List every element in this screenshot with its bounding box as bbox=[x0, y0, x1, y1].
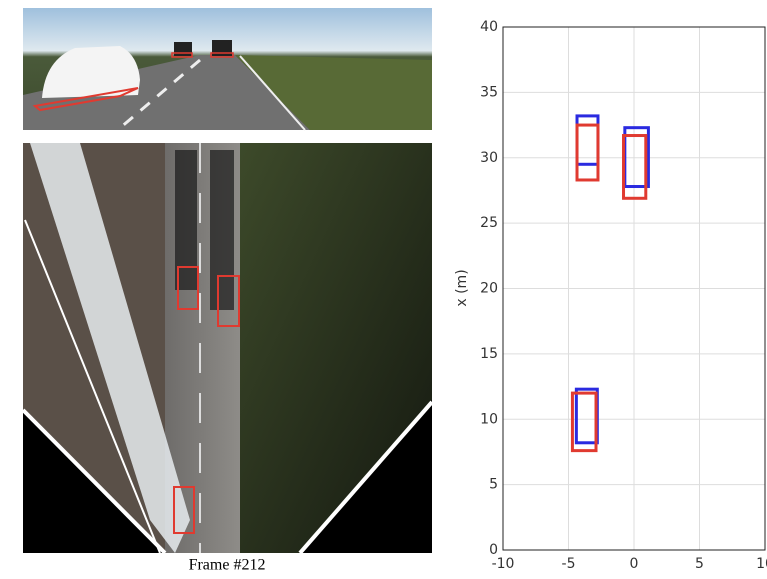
y-tick-label: 10 bbox=[480, 411, 498, 427]
x-tick-label: 10 bbox=[756, 556, 767, 572]
x-tick-label: 0 bbox=[630, 556, 639, 572]
y-tick-label: 40 bbox=[480, 19, 498, 35]
x-tick-label: 5 bbox=[695, 556, 704, 572]
x-tick-label: -10 bbox=[492, 556, 515, 572]
x-tick-label: -5 bbox=[562, 556, 576, 572]
camera-image bbox=[23, 8, 432, 130]
y-tick-label: 25 bbox=[480, 215, 498, 231]
y-tick-label: 30 bbox=[480, 150, 498, 166]
figure: Frame #212 x (m) 0510152025303540-10-505… bbox=[0, 0, 767, 575]
y-tick-label: 15 bbox=[480, 346, 498, 362]
caption: Frame #212 bbox=[189, 557, 266, 574]
y-tick-label: 20 bbox=[480, 281, 498, 297]
y-tick-label: 35 bbox=[480, 84, 498, 100]
y-axis-label: x (m) bbox=[454, 269, 470, 306]
y-tick-label: 5 bbox=[489, 477, 498, 493]
birds-eye-image bbox=[23, 143, 432, 553]
